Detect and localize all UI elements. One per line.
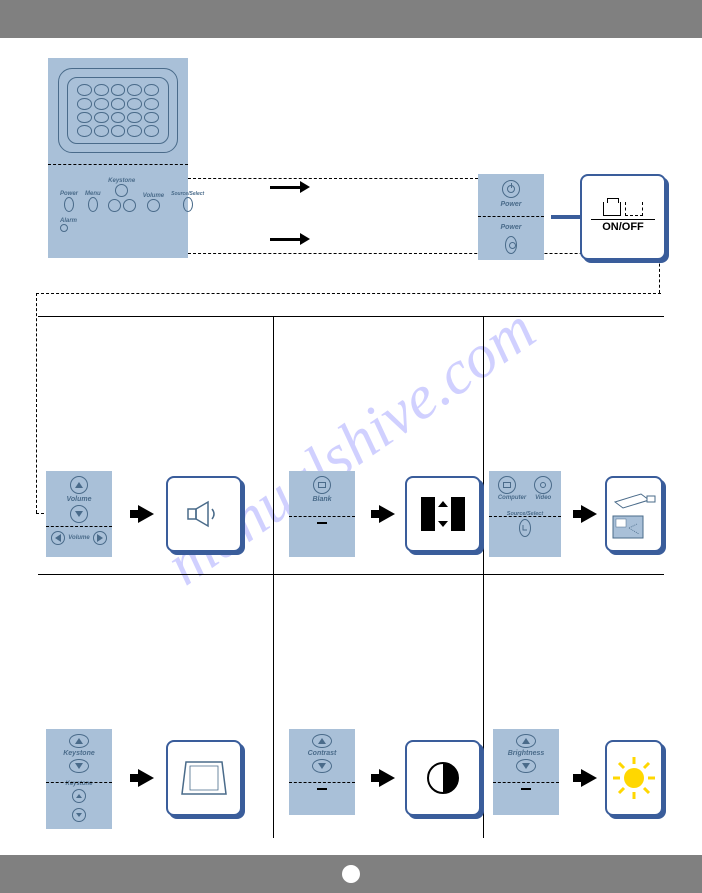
speaker-icon xyxy=(186,499,222,529)
brightness-down-icon xyxy=(516,759,536,773)
blank-screen-icon xyxy=(421,497,465,531)
arrow-icon xyxy=(379,769,395,787)
contrast-up-icon xyxy=(312,734,332,748)
keystone-result-box xyxy=(166,740,242,816)
cell-source: Computer Video Source/Select xyxy=(483,316,664,574)
arrow-icon xyxy=(138,505,154,523)
arrow-icon xyxy=(270,186,302,189)
cell-volume: Volume Volume xyxy=(38,316,248,574)
onoff-label: ON/OFF xyxy=(591,219,655,233)
cell-brightness: Brightness xyxy=(483,574,664,832)
keystone-down-icon xyxy=(69,759,89,773)
blank-label: Blank xyxy=(312,496,331,503)
keypad-left-icon xyxy=(51,531,65,545)
arrow-icon xyxy=(138,769,154,787)
keypad-right-icon xyxy=(93,531,107,545)
arrow-icon xyxy=(379,505,395,523)
arrow-blue-icon xyxy=(551,215,583,219)
brightness-result-box xyxy=(605,740,663,816)
volume-down-icon xyxy=(70,505,88,523)
source-control-panel: Computer Video Source/Select xyxy=(489,471,561,557)
remote-illustration xyxy=(58,68,178,153)
blank-result-box xyxy=(405,476,481,552)
keystone-up-icon xyxy=(69,734,89,748)
power-control-panel: Power Power xyxy=(478,174,544,260)
dash-line xyxy=(289,782,355,783)
cell-blank: Blank xyxy=(273,316,483,574)
contrast-label: Contrast xyxy=(308,750,337,757)
video-icon xyxy=(534,476,552,494)
power-label: Power xyxy=(500,201,521,208)
volume-keypad-label: Volume xyxy=(68,535,89,541)
computer-icon xyxy=(498,476,516,494)
functions-grid: Volume Volume Blank xyxy=(38,316,664,858)
power-keypad-icon xyxy=(505,236,517,254)
dash-line xyxy=(36,293,37,513)
dash-line xyxy=(36,293,661,294)
brightness-control-panel: Brightness xyxy=(493,729,559,815)
blank-control-panel: Blank xyxy=(289,471,355,557)
dash-line xyxy=(46,782,112,783)
power-icon xyxy=(502,180,520,198)
keypad-illustration: Power Menu Keystone Volume Source/Select… xyxy=(60,178,175,250)
contrast-icon xyxy=(427,762,459,794)
onoff-result-box: ON/OFF xyxy=(580,174,666,260)
volume-control-panel: Volume Volume xyxy=(46,471,112,557)
page-indicator xyxy=(342,865,360,883)
select-keypad-icon xyxy=(519,519,531,537)
blank-icon xyxy=(313,476,331,494)
video-label: Video xyxy=(534,495,552,501)
power-keypad-label: Power xyxy=(500,224,521,231)
keystone-control-panel: Keystone Keystone xyxy=(46,729,112,829)
volume-up-icon xyxy=(70,476,88,494)
keypad-down-icon xyxy=(72,808,86,822)
arrow-icon xyxy=(581,505,597,523)
dash-line xyxy=(188,178,478,179)
source-result-box xyxy=(605,476,663,552)
minus-icon xyxy=(317,522,327,524)
cell-keystone: Keystone Keystone xyxy=(38,574,248,832)
minus-icon xyxy=(521,788,531,790)
dash-line xyxy=(489,516,561,517)
contrast-result-box xyxy=(405,740,481,816)
dash-line xyxy=(46,526,112,527)
arrow-icon xyxy=(581,769,597,787)
keypad-up-icon xyxy=(72,789,86,803)
brightness-up-icon xyxy=(516,734,536,748)
keystone-label: Keystone xyxy=(63,750,95,757)
dash-line xyxy=(478,216,544,217)
contrast-down-icon xyxy=(312,759,332,773)
source-diagram-icon xyxy=(609,484,659,544)
page-content: manualshive.com Power Menu Keystone Volu… xyxy=(0,38,702,855)
brightness-label: Brightness xyxy=(508,750,545,757)
bottom-bar xyxy=(0,855,702,893)
top-bar xyxy=(0,0,702,38)
cell-contrast: Contrast xyxy=(273,574,483,832)
dash-line xyxy=(493,782,559,783)
volume-result-box xyxy=(166,476,242,552)
keystone-shape-icon xyxy=(180,758,228,798)
onoff-icons xyxy=(603,202,643,216)
remote-divider xyxy=(48,164,188,165)
volume-label: Volume xyxy=(66,496,91,503)
dash-line xyxy=(289,516,355,517)
computer-label: Computer xyxy=(498,495,526,501)
contrast-control-panel: Contrast xyxy=(289,729,355,815)
minus-icon xyxy=(317,788,327,790)
sun-icon xyxy=(611,755,657,801)
arrow-icon xyxy=(270,238,302,241)
